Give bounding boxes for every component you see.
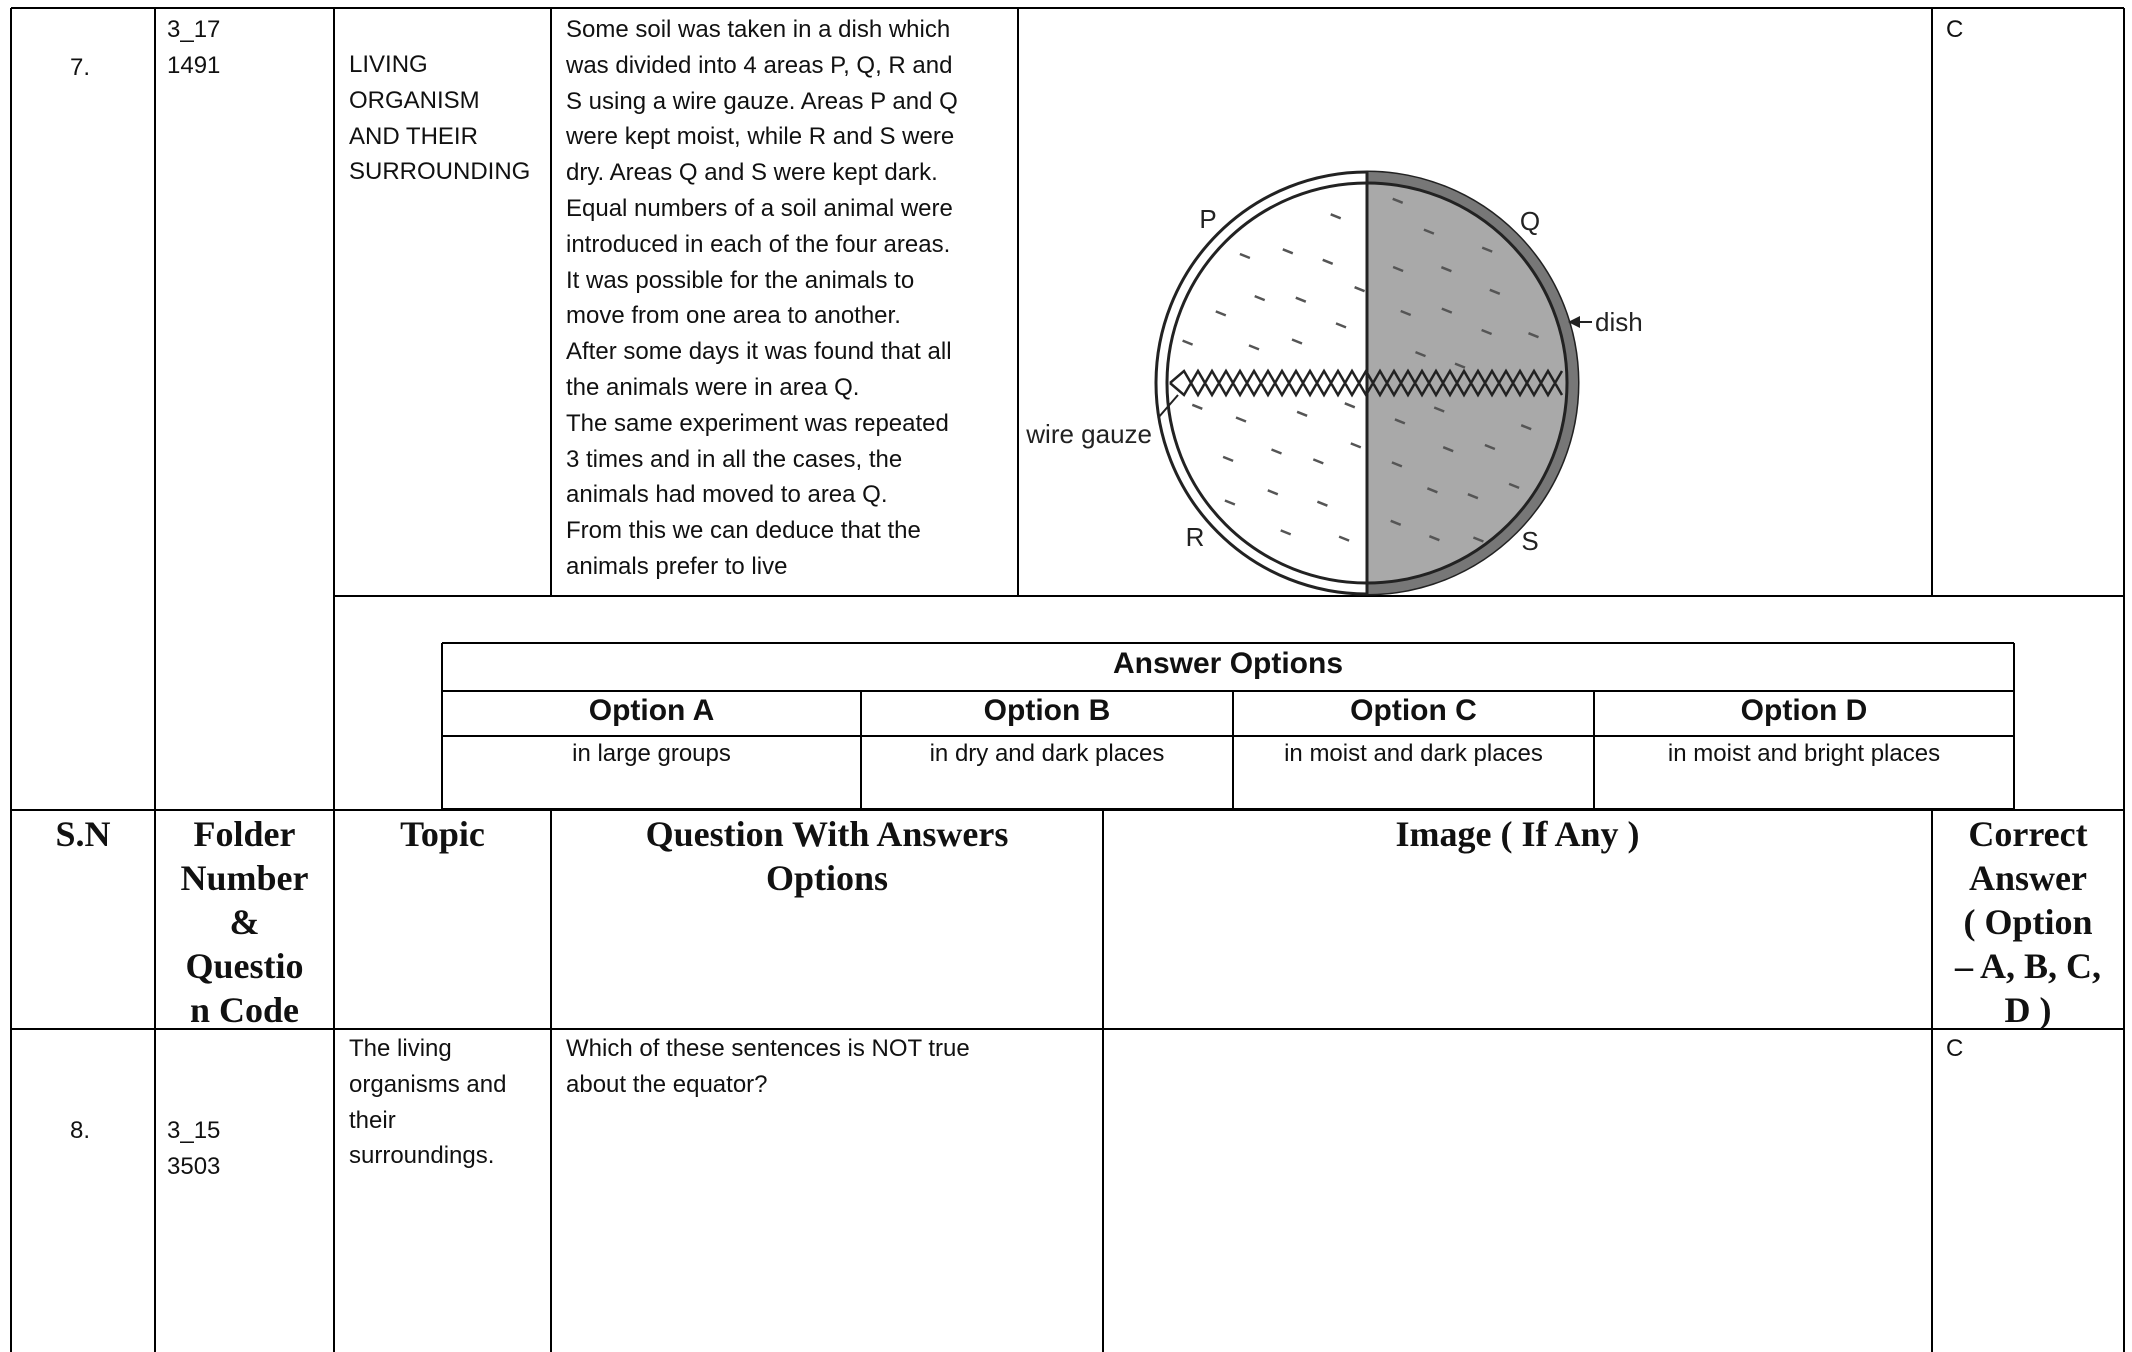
topic-line: The living	[349, 1035, 452, 1062]
header-correct-line: D )	[2004, 990, 2052, 1030]
header-image: Image ( If Any )	[1103, 812, 1932, 856]
question-text-line: were kept moist, while R and S were	[566, 123, 955, 151]
question-text-line: It was possible for the animals to	[566, 266, 915, 294]
option-header: Option D	[1594, 694, 2014, 728]
option-value-text: in moist and bright places	[1667, 740, 1941, 767]
serial-number-text: 7.	[70, 54, 91, 81]
question-text-line: 3 times and in all the cases, the	[566, 445, 903, 473]
option-value-text: in large groups	[572, 740, 731, 767]
question-text-line: After some days it was found that all	[566, 338, 952, 366]
question-text-line: Which of these sentences is NOT true	[566, 1035, 970, 1062]
serial-number-text: 8.	[70, 1117, 91, 1144]
question-text-line: move from one area to another.	[566, 302, 901, 330]
topic: LIVING ORGANISM AND THEIR SURROUNDING	[349, 47, 530, 190]
header-sn-line: S.N	[55, 814, 111, 854]
question-text-line: dry. Areas Q and S were kept dark.	[566, 159, 938, 187]
topic-line: AND THEIR	[349, 122, 478, 150]
header-correct-line: – A, B, C,	[1954, 946, 2102, 986]
question-text-line: animals had moved to area Q.	[566, 481, 888, 509]
options-borders	[441, 642, 2015, 810]
header-folder: Folder Number & Questio n Code	[155, 812, 334, 1032]
topic-line: organisms and	[349, 1070, 507, 1098]
option-header-text: Option D	[1740, 694, 1868, 727]
question-text-line: about the equator?	[566, 1070, 768, 1098]
question-code: 3_15 3503	[167, 1113, 220, 1185]
question-code: 3_17 1491	[167, 12, 220, 84]
question-text-line: From this we can deduce that the	[566, 517, 921, 545]
label-dish: dish	[1595, 307, 1643, 337]
option-value: in large groups	[442, 740, 861, 768]
question-code-line: 1491	[167, 51, 221, 79]
question-text-line: the animals were in area Q.	[566, 373, 860, 401]
header-folder-line: Number	[180, 858, 309, 898]
question-text: Which of these sentences is NOT true abou…	[566, 1031, 970, 1103]
option-value: in moist and dark places	[1233, 740, 1594, 768]
topic-line: their	[349, 1106, 396, 1134]
question-code-line: 3503	[167, 1152, 221, 1180]
header-question-line: Options	[765, 858, 889, 898]
question-text-line: introduced in each of the four areas.	[566, 230, 951, 258]
serial-number: 8.	[70, 1113, 90, 1149]
correct-answer-text: C	[1946, 16, 1964, 43]
correct-answer: C	[1946, 12, 1963, 48]
header-sn: S.N	[11, 812, 155, 856]
options-title-text: Answer Options	[1112, 647, 1344, 680]
option-header: Option A	[442, 694, 861, 728]
label-r: R	[1186, 522, 1205, 552]
question-text: Some soil was taken in a dish which was d…	[566, 12, 958, 585]
option-header: Option C	[1233, 694, 1594, 728]
option-value-text: in moist and dark places	[1284, 740, 1543, 767]
header-question: Question With Answers Options	[551, 812, 1103, 900]
option-header: Option B	[861, 694, 1233, 728]
label-q: Q	[1520, 206, 1540, 236]
topic-line: ORGANISM	[349, 86, 480, 114]
question-text-line: Some soil was taken in a dish which	[566, 16, 951, 43]
header-correct: Correct Answer( Option – A, B, C, D )	[1932, 812, 2124, 1032]
question-code-line: 3_15	[167, 1117, 221, 1144]
header-folder-line: Folder	[193, 814, 296, 854]
label-s: S	[1521, 526, 1538, 556]
question-text-line: animals prefer to live	[566, 552, 788, 580]
label-wire-gauze: wire gauze	[1025, 419, 1152, 449]
option-value-text: in dry and dark places	[929, 740, 1165, 767]
correct-answer: C	[1946, 1031, 1963, 1067]
option-header-text: Option A	[588, 694, 715, 727]
header-folder-line: &	[229, 902, 260, 942]
question-text-line: The same experiment was repeated	[566, 409, 949, 437]
question-text-line: S using a wire gauze. Areas P and Q	[566, 87, 958, 115]
question-code-line: 3_17	[167, 16, 221, 43]
option-value: in dry and dark places	[861, 740, 1233, 768]
options-title: Answer Options	[442, 647, 2014, 681]
serial-number: 7.	[70, 50, 90, 86]
header-folder-line: n Code	[189, 990, 300, 1030]
header-correct-line: Correct	[1968, 814, 2088, 854]
question-text-line: Equal numbers of a soil animal were	[566, 194, 953, 222]
option-header-text: Option B	[983, 694, 1111, 727]
header-topic-line: Topic	[400, 814, 485, 854]
header-question-line: Question With Answers	[645, 814, 1009, 854]
question-text-line: was divided into 4 areas P, Q, R and	[566, 51, 953, 79]
header-topic: Topic	[334, 812, 551, 856]
header-folder-line: Questio	[185, 946, 304, 986]
label-p: P	[1199, 204, 1216, 234]
topic-line: SURROUNDING	[349, 158, 531, 186]
dish-figure: P Q R S dish wire gauze	[1025, 170, 1643, 596]
topic-line: LIVING	[349, 51, 428, 78]
header-image-line: Image ( If Any )	[1395, 814, 1640, 854]
correct-answer-text: C	[1946, 1035, 1964, 1062]
header-correct-line: ( Option	[1963, 902, 2093, 942]
option-value: in moist and bright places	[1594, 740, 2014, 768]
header-correct-line: Answer	[1969, 858, 2087, 898]
option-header-text: Option C	[1350, 694, 1477, 727]
topic: The living organisms and their surroundings…	[349, 1031, 506, 1174]
topic-line: surroundings.	[349, 1142, 495, 1170]
